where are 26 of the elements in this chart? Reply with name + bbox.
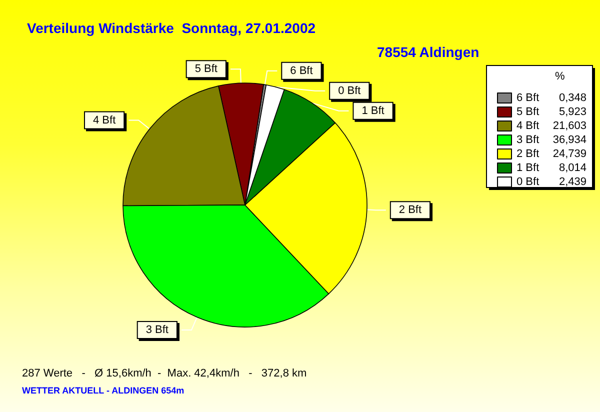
slice-label: 3 Bft xyxy=(146,324,168,336)
chart-title: Verteilung Windstärke Sonntag, 27.01.2002 xyxy=(27,20,316,36)
legend-label: 3 Bft xyxy=(516,134,540,146)
legend-label: 1 Bft xyxy=(516,162,540,174)
slice-label: 4 Bft xyxy=(93,114,116,126)
data-label: 36,934 xyxy=(552,134,586,146)
legend-title: % xyxy=(555,70,565,82)
legend-label: 2 Bft xyxy=(516,148,540,160)
data-label: 21,603 xyxy=(552,120,586,132)
slice-label: 0 Bft xyxy=(338,84,361,97)
data-label: 8,014 xyxy=(558,162,586,174)
legend-label: 0 Bft xyxy=(516,176,540,188)
data-label: 0,348 xyxy=(558,92,586,104)
slice-label: 2 Bft xyxy=(398,204,422,216)
slice-label: 5 Bft xyxy=(194,63,218,76)
text: WETTER AKTUELL - ALDINGEN 654m xyxy=(22,386,184,396)
data-label: 5,923 xyxy=(558,106,586,118)
chart-subtitle: 78554 Aldingen xyxy=(377,44,480,60)
legend-label: 4 Bft xyxy=(516,120,540,132)
slice-label: 6 Bft xyxy=(290,64,313,77)
data-label: 2,439 xyxy=(558,176,586,188)
legend-label: 6 Bft xyxy=(516,92,540,104)
data-label: 24,739 xyxy=(552,148,586,160)
text: 287 Werte - Ø 15,6km/h - Max. 42,4km/h - 372,8 km xyxy=(22,368,307,380)
slice-label: 1 Bft xyxy=(362,104,384,117)
legend-label: 5 Bft xyxy=(516,106,540,118)
